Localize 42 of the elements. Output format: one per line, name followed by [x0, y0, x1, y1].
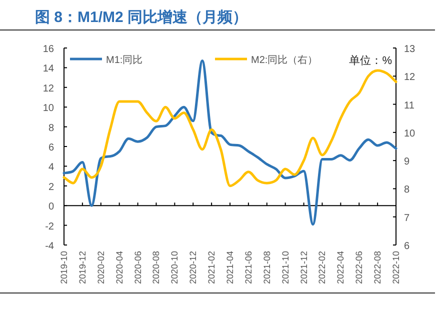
- y-tick-label: 4: [48, 162, 54, 174]
- x-tick-label: 2021-10: [280, 251, 290, 284]
- y2-tick-label: 6: [404, 241, 410, 252]
- x-tick-label: 2021-06: [243, 251, 254, 284]
- x-tick-label: 2022-08: [372, 251, 383, 284]
- x-tick-label: 2022-02: [317, 251, 328, 284]
- x-tick-label: 2022-04: [336, 251, 346, 284]
- y2-tick-label: 13: [404, 44, 416, 55]
- x-tick-label: 2022-10: [391, 251, 401, 284]
- x-tick-label: 2021-02: [206, 251, 217, 284]
- x-tick-label: 2020-02: [96, 251, 106, 284]
- y-tick-label: 8: [48, 122, 54, 134]
- legend-label: M2:同比（右）: [251, 54, 318, 66]
- y2-tick-label: 8: [404, 184, 410, 196]
- x-tick-label: 2021-08: [262, 251, 272, 284]
- x-tick-label: 2021-12: [298, 251, 309, 284]
- y-tick-label: 16: [42, 44, 54, 55]
- y-tick-label: -4: [45, 241, 54, 252]
- x-tick-label: 2020-12: [188, 251, 198, 284]
- y-tick-label: 6: [48, 142, 54, 154]
- chart-title: 图 8：M1/M2 同比增速（月频）: [35, 9, 248, 26]
- y2-tick-label: 11: [404, 100, 415, 112]
- y2-tick-label: 9: [404, 156, 410, 168]
- y-tick-label: 12: [42, 83, 54, 94]
- x-tick-label: 2019-12: [77, 251, 88, 284]
- y2-tick-label: 7: [404, 212, 410, 224]
- x-tick-label: 2021-04: [225, 251, 235, 284]
- x-tick-label: 2020-08: [151, 251, 162, 284]
- y-tick-label: 10: [42, 103, 54, 114]
- x-tick-label: 2019-10: [59, 251, 69, 284]
- x-tick-label: 2022-06: [354, 251, 364, 284]
- y-tick-label: 0: [48, 202, 54, 213]
- y2-tick-label: 10: [404, 128, 416, 140]
- x-tick-label: 2020-10: [170, 251, 180, 284]
- x-tick-label: 2020-04: [114, 251, 124, 284]
- y-tick-label: 14: [42, 64, 54, 75]
- y-tick-label: 2: [48, 182, 54, 193]
- y2-tick-label: 12: [404, 72, 416, 84]
- annotation: 单位：%: [349, 54, 392, 67]
- x-tick-label: 2020-06: [132, 251, 143, 284]
- legend-label: M1:同比: [106, 54, 143, 66]
- y-tick-label: -2: [45, 221, 54, 232]
